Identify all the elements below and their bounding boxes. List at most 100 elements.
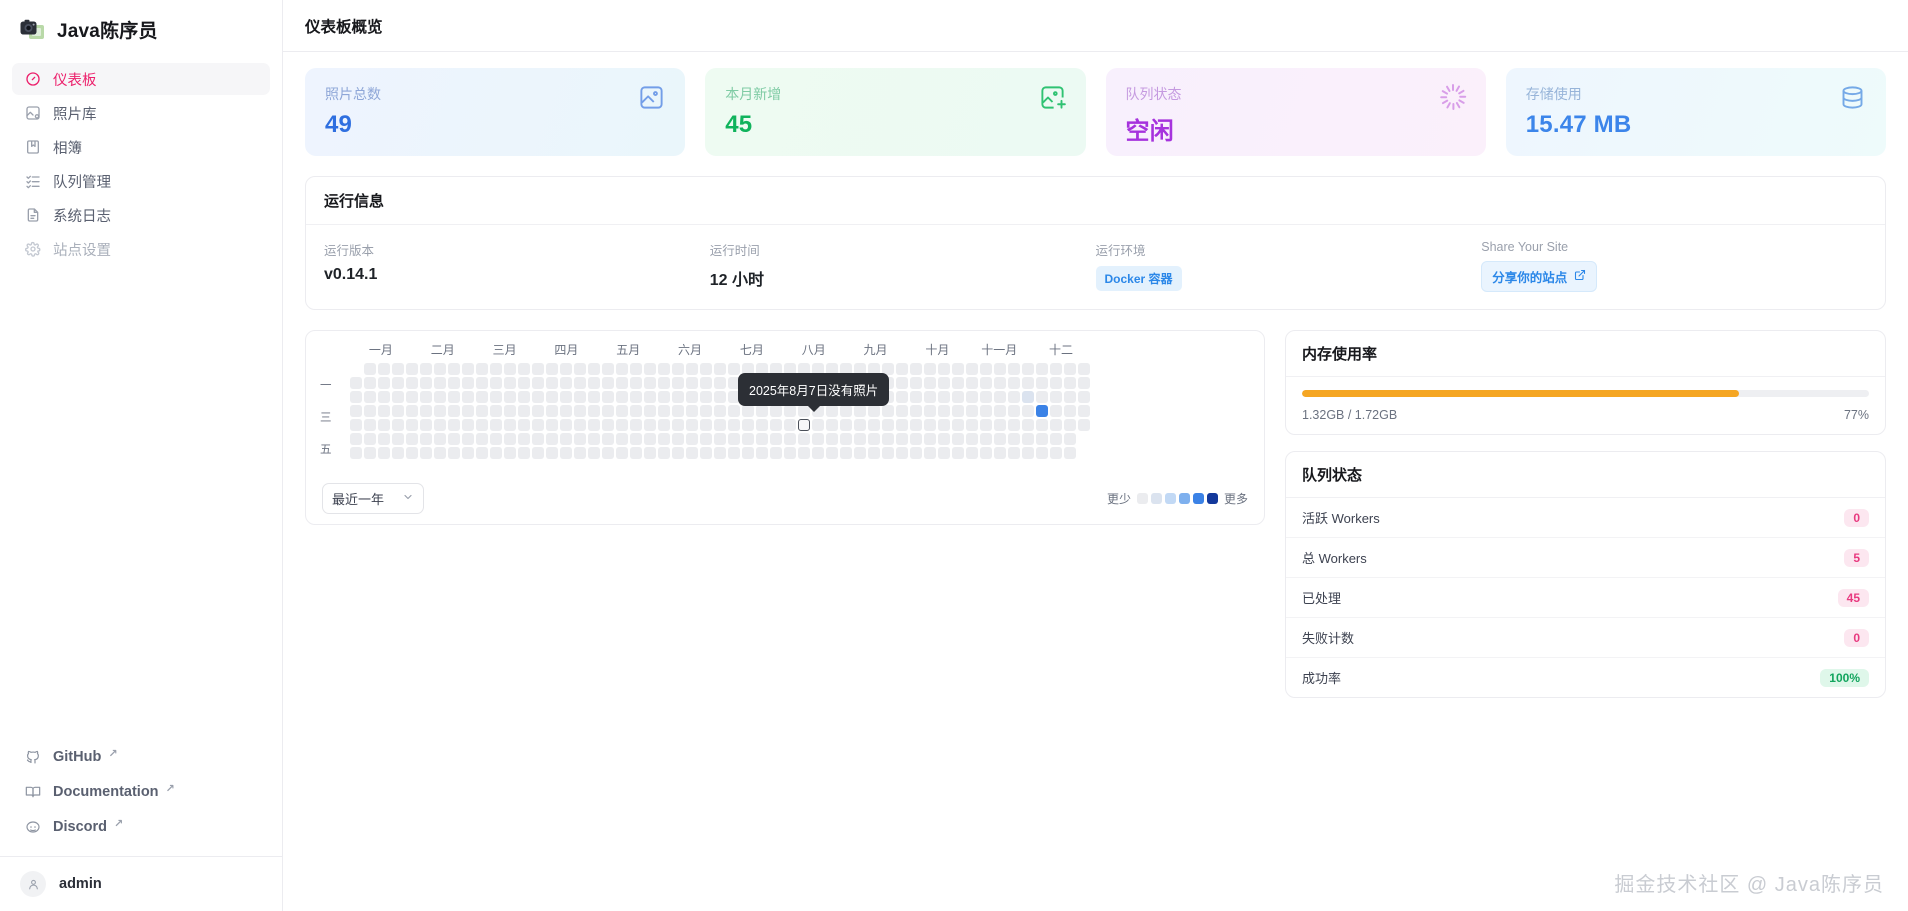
heatmap-cell[interactable]	[378, 419, 390, 431]
heatmap-cell[interactable]	[994, 419, 1006, 431]
heatmap-cell[interactable]	[420, 391, 432, 403]
heatmap-cell[interactable]	[882, 433, 894, 445]
heatmap-cell[interactable]	[490, 419, 502, 431]
heatmap-cell[interactable]	[406, 419, 418, 431]
heatmap-cell[interactable]	[882, 447, 894, 459]
heatmap-cell[interactable]	[532, 447, 544, 459]
heatmap-cell[interactable]	[938, 363, 950, 375]
heatmap-cell[interactable]	[966, 419, 978, 431]
heatmap-cell[interactable]	[462, 405, 474, 417]
heatmap-cell[interactable]	[826, 363, 838, 375]
heatmap-cell[interactable]	[686, 391, 698, 403]
heatmap-cell[interactable]	[630, 391, 642, 403]
heatmap-cell[interactable]	[938, 391, 950, 403]
heatmap-cell[interactable]	[966, 447, 978, 459]
heatmap-cell[interactable]	[588, 391, 600, 403]
heatmap-cell[interactable]	[644, 391, 656, 403]
heatmap-cell[interactable]	[602, 363, 614, 375]
heatmap-cell[interactable]	[756, 405, 768, 417]
heatmap-cell[interactable]	[714, 363, 726, 375]
heatmap-cell[interactable]	[1078, 363, 1090, 375]
heatmap-cell[interactable]	[784, 433, 796, 445]
heatmap-cell[interactable]	[742, 405, 754, 417]
heatmap-cell[interactable]	[742, 419, 754, 431]
share-site-button[interactable]: 分享你的站点	[1481, 261, 1598, 292]
heatmap-cell[interactable]	[448, 447, 460, 459]
heatmap-cell[interactable]	[420, 363, 432, 375]
heatmap-cell[interactable]	[994, 391, 1006, 403]
heatmap-cell[interactable]	[364, 419, 376, 431]
heatmap-cell[interactable]	[868, 433, 880, 445]
heatmap-cell[interactable]	[504, 377, 516, 389]
heatmap-cell[interactable]	[630, 433, 642, 445]
heatmap-cell[interactable]	[1008, 405, 1020, 417]
sidebar-item-photos[interactable]: 照片库	[12, 97, 270, 129]
heatmap-cell[interactable]	[378, 433, 390, 445]
stat-card-new-this-month[interactable]: 本月新增 45	[705, 68, 1086, 156]
heatmap-cell[interactable]	[840, 447, 852, 459]
heatmap-cell[interactable]	[448, 419, 460, 431]
heatmap-cell[interactable]	[560, 419, 572, 431]
heatmap-cell[interactable]	[980, 391, 992, 403]
heatmap-cell[interactable]	[826, 447, 838, 459]
heatmap-cell[interactable]	[532, 391, 544, 403]
heatmap-cell-selected[interactable]	[798, 419, 810, 431]
heatmap-cell[interactable]	[1078, 405, 1090, 417]
heatmap-cell[interactable]	[994, 377, 1006, 389]
heatmap-cell[interactable]	[644, 363, 656, 375]
heatmap-cell[interactable]	[686, 419, 698, 431]
heatmap-cell[interactable]	[392, 419, 404, 431]
heatmap-cell[interactable]	[574, 391, 586, 403]
heatmap-cell[interactable]	[826, 419, 838, 431]
heatmap-cell[interactable]	[588, 419, 600, 431]
heatmap-cell[interactable]	[1064, 419, 1076, 431]
heatmap-cell[interactable]	[490, 377, 502, 389]
user-row[interactable]: admin	[0, 856, 282, 911]
sidebar-item-logs[interactable]: 系统日志	[12, 199, 270, 231]
heatmap-cell[interactable]	[476, 419, 488, 431]
heatmap-cell[interactable]	[672, 405, 684, 417]
heatmap-cell[interactable]	[406, 447, 418, 459]
heatmap-cell[interactable]	[770, 447, 782, 459]
heatmap-cell[interactable]	[966, 377, 978, 389]
heatmap-cell[interactable]	[546, 377, 558, 389]
heatmap-cell[interactable]	[518, 433, 530, 445]
heatmap-cell[interactable]	[1050, 405, 1062, 417]
heatmap-cell[interactable]	[672, 447, 684, 459]
heatmap-cell[interactable]	[980, 419, 992, 431]
sidebar-item-settings[interactable]: 站点设置	[12, 233, 270, 265]
heatmap-cell[interactable]	[798, 433, 810, 445]
heatmap-cell[interactable]	[1036, 363, 1048, 375]
heatmap-cell[interactable]	[686, 363, 698, 375]
heatmap-cell[interactable]	[980, 447, 992, 459]
external-link-documentation[interactable]: Documentation ↗	[12, 777, 270, 807]
heatmap-cell[interactable]	[910, 447, 922, 459]
heatmap-cell[interactable]	[350, 391, 362, 403]
heatmap-cell[interactable]	[392, 363, 404, 375]
heatmap-cell[interactable]	[658, 363, 670, 375]
heatmap-cell[interactable]	[434, 433, 446, 445]
heatmap-cell[interactable]	[1064, 377, 1076, 389]
heatmap-cell[interactable]	[518, 391, 530, 403]
heatmap-cell[interactable]	[518, 419, 530, 431]
heatmap-cell[interactable]	[476, 433, 488, 445]
heatmap-cell[interactable]	[588, 405, 600, 417]
heatmap-cell[interactable]	[462, 377, 474, 389]
heatmap-cell[interactable]	[476, 377, 488, 389]
heatmap-cell[interactable]	[700, 377, 712, 389]
heatmap-cell[interactable]	[966, 405, 978, 417]
heatmap-cell[interactable]	[770, 405, 782, 417]
heatmap-cell[interactable]	[588, 377, 600, 389]
heatmap-cell[interactable]	[560, 405, 572, 417]
heatmap-cell[interactable]	[406, 391, 418, 403]
heatmap-cell[interactable]	[854, 405, 866, 417]
heatmap-cell[interactable]	[532, 363, 544, 375]
heatmap-cell[interactable]	[378, 447, 390, 459]
heatmap-cell[interactable]	[1036, 419, 1048, 431]
heatmap-cell[interactable]	[406, 363, 418, 375]
heatmap-cell[interactable]	[770, 433, 782, 445]
sidebar-item-dashboard[interactable]: 仪表板	[12, 63, 270, 95]
heatmap-cell[interactable]	[1064, 405, 1076, 417]
heatmap-cell[interactable]	[602, 433, 614, 445]
heatmap-cell[interactable]	[1050, 391, 1062, 403]
